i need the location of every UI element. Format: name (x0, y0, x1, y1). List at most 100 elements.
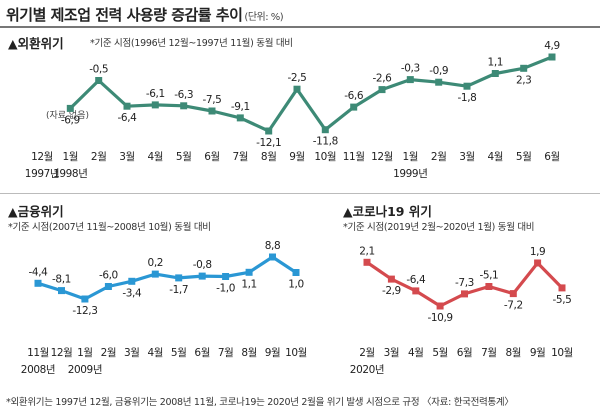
chart2-point (104, 283, 112, 290)
chart3-year-label: 2020년 (350, 364, 384, 376)
chart1-tick-label: 3월 (119, 151, 135, 163)
chart3-point (485, 283, 493, 290)
chart2-point (175, 274, 183, 282)
chart1-data-label: -0,5 (89, 64, 108, 76)
chart3-point (509, 290, 517, 298)
chart1-point (66, 104, 74, 112)
chart1-point (265, 127, 273, 135)
chart1-tick-label: 3월 (459, 151, 475, 163)
chart2-tick-label: 9월 (265, 347, 281, 359)
chart1-point (208, 107, 216, 115)
chart3-title: ▲코로나19 위기 (343, 204, 432, 219)
chart2-tick-label: 12월 (51, 347, 73, 359)
chart1-data-label: -2,5 (288, 72, 307, 84)
chart3-tick-label: 3월 (384, 347, 400, 359)
chart1-tick-label: 6월 (544, 151, 560, 163)
chart1-data-label: -12,1 (256, 137, 281, 149)
chart1-point (520, 64, 528, 72)
footer-note: *외환위기는 1997년 12월, 금융위기는 2008년 11월, 코로나19… (6, 397, 514, 408)
chart1-point (463, 82, 471, 90)
chart1-note: *기준 시점(1996년 12월~1997년 11월) 동월 대비 (90, 38, 293, 49)
chart3-data-label: -10,9 (428, 312, 453, 324)
chart2-data-label: -12,3 (72, 305, 97, 317)
chart2-year-label: 2009년 (68, 364, 102, 376)
chart1-data-label: -0,9 (429, 65, 448, 77)
chart1-tick-label: 12월 (371, 151, 393, 163)
chart3-data-label: 1,9 (530, 246, 546, 258)
chart2-point (292, 269, 300, 276)
chart2-data-label: 0,2 (148, 257, 164, 269)
unit-label: (단위: %) (244, 12, 284, 23)
chart1-point (548, 53, 556, 61)
chart1-point (435, 78, 443, 86)
chart1-tick-label: 4월 (148, 151, 164, 163)
chart2-point (245, 268, 253, 276)
chart3-data-label: -5,1 (479, 270, 498, 282)
chart2-note: *기준 시점(2007년 11월~2008년 10월) 동월 대비 (8, 222, 211, 233)
chart1-tick-label: 6월 (204, 151, 220, 163)
chart1-point (236, 114, 244, 122)
chart2-tick-label: 8월 (241, 347, 257, 359)
chart3-data-label: -2,9 (382, 285, 401, 297)
chart2-tick-label: 11월 (27, 347, 49, 359)
chart3-tick-label: 6월 (457, 347, 473, 359)
chart1-point (293, 85, 301, 93)
chart1-data-label: -9,1 (231, 101, 250, 113)
chart1-series-line (69, 55, 553, 133)
chart1-tick-label: 4월 (488, 151, 504, 163)
chart1-tick-label: 5월 (176, 151, 192, 163)
chart3-tick-label: 7월 (481, 347, 497, 359)
chart1-data-label: -6,9 (61, 114, 80, 126)
chart2-data-label: -3,4 (122, 287, 142, 299)
chart1-point (180, 102, 188, 110)
chart1-year-label: 1998년 (53, 168, 87, 180)
chart2-title: ▲금융위기 (8, 204, 64, 219)
chart1-title: ▲외환위기 (8, 36, 64, 51)
chart1-point (151, 101, 159, 109)
chart1-tick-label: 10월 (314, 151, 336, 163)
chart1-data-label: -0,3 (401, 63, 420, 75)
chart1-point (123, 102, 131, 110)
chart2-point (81, 295, 89, 303)
chart3-point (436, 302, 444, 310)
chart3-data-label: -6,4 (406, 274, 426, 286)
chart2-year-label: 2008년 (21, 364, 55, 376)
chart2-series-line (37, 255, 297, 301)
chart2-tick-label: 2월 (101, 347, 117, 359)
chart1-data-label: -7,5 (203, 94, 222, 106)
chart2-data-label: -1,0 (216, 283, 235, 295)
chart3-tick-label: 5월 (432, 347, 448, 359)
chart2-data-label: -6,0 (99, 270, 118, 282)
chart2-tick-label: 4월 (148, 347, 164, 359)
chart2-point (198, 272, 206, 280)
chart3-tick-label: 4월 (408, 347, 424, 359)
chart1-data-label: -6,4 (118, 112, 138, 124)
chart3-data-label: 2,1 (359, 245, 375, 257)
chart3-point (461, 290, 468, 298)
chart3-data-label: -7,3 (455, 277, 474, 289)
chart2-point (58, 287, 65, 295)
chart1-tick-label: 7월 (233, 151, 249, 163)
chart1-no-data-note: (자료 없음) (46, 111, 90, 121)
chart3-point (412, 287, 420, 295)
chart1-tick-label: 1월 (403, 151, 419, 163)
chart3-point (534, 259, 542, 267)
chart2-data-label: 1,1 (241, 278, 257, 290)
chart1-data-label: -6,6 (344, 90, 364, 102)
chart3-point (387, 275, 395, 283)
chart1-tick-label: 2월 (91, 151, 107, 163)
chart2-tick-label: 3월 (124, 347, 140, 359)
chart1-tick-label: 8월 (261, 151, 277, 163)
chart2-tick-label: 6월 (194, 347, 210, 359)
page-title: 위기별 제조업 전력 사용량 증감률 추이 (단위: %) (6, 4, 284, 25)
chart1-data-label: -6,1 (146, 88, 165, 100)
chart3-data-label: -7,2 (504, 300, 523, 312)
chart2-point (269, 253, 276, 261)
chart3-tick-label: 9월 (530, 347, 546, 359)
chart2-data-label: 1,0 (288, 279, 304, 291)
chart1-year-label: 1999년 (393, 168, 427, 180)
chart3-data-label: -5,5 (553, 294, 572, 306)
chart1-tick-label: 1월 (63, 151, 79, 163)
chart1-point (491, 70, 499, 77)
